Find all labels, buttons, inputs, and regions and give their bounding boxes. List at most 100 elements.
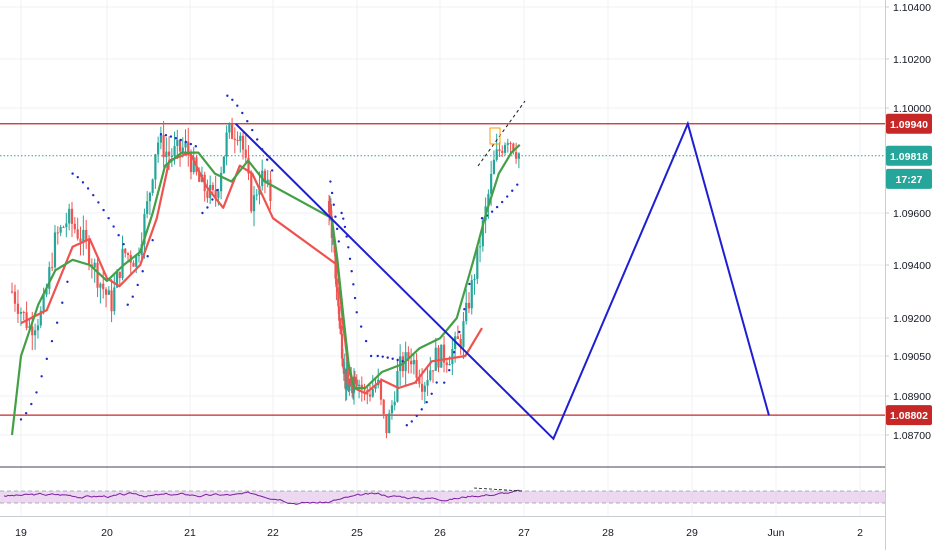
highlight-box — [489, 127, 501, 145]
time-tick-label: 26 — [434, 527, 446, 539]
candle-body — [459, 338, 462, 348]
moving-average-fast — [20, 151, 483, 395]
candle-body — [13, 291, 17, 304]
time-tick-label: 19 — [15, 527, 27, 539]
price-axis-labels: 1.10400 1.10200 1.10000 1.09600 1.09400 1.092… — [885, 2, 931, 442]
sar-dot — [270, 169, 274, 172]
candle-body — [45, 288, 48, 295]
sar-dot — [332, 203, 335, 206]
sar-dot — [141, 270, 144, 273]
candle-body — [506, 143, 509, 145]
candle-body — [385, 414, 388, 434]
candle-body — [65, 223, 68, 228]
sar-dot — [453, 351, 456, 354]
sar-dot — [146, 255, 149, 258]
drawn-zigzag-pattern[interactable] — [234, 100, 770, 441]
sar-dot — [136, 283, 139, 287]
candle-body — [137, 254, 141, 257]
candle-body — [19, 311, 23, 314]
candle-body — [79, 238, 82, 243]
sar-dot — [131, 295, 134, 298]
candle-body — [476, 246, 479, 279]
sar-dot — [265, 158, 269, 161]
candle-body — [512, 143, 515, 153]
candle-body — [250, 173, 253, 212]
sar-dot — [179, 138, 183, 142]
candle-body — [236, 139, 239, 142]
candle-body — [399, 356, 402, 371]
candle-body — [115, 271, 119, 288]
sar-dot — [480, 217, 484, 220]
price-tag-support — [886, 405, 932, 426]
candle-body — [148, 192, 152, 202]
candle-body — [176, 139, 179, 146]
candle-body — [255, 194, 258, 196]
candle-body — [371, 388, 374, 397]
candle-body — [132, 262, 135, 267]
sar-dot — [24, 411, 28, 415]
candle-body — [135, 256, 138, 267]
candle-body — [220, 172, 223, 192]
price-tag-resistance — [886, 113, 932, 134]
candle-body — [368, 394, 372, 397]
sar-dot — [410, 420, 413, 423]
candle-body — [85, 229, 88, 241]
moving-average-slow — [10, 143, 521, 436]
candle-body — [36, 325, 40, 331]
sar-dot — [352, 283, 355, 286]
sar-dot — [107, 216, 110, 220]
sar-dot — [376, 354, 379, 358]
candle-body — [348, 384, 351, 392]
price-tick-label: 1.09050 — [893, 351, 931, 363]
candle-body — [492, 159, 496, 174]
sar-dot — [112, 225, 115, 228]
sar-dot — [347, 246, 350, 249]
candle-body — [517, 153, 520, 159]
price-tick-label: 1.08900 — [893, 391, 931, 403]
candle-body — [440, 344, 443, 368]
sar-dot — [164, 134, 168, 137]
price-tick-label: 1.10400 — [893, 2, 931, 14]
price-tick-label: 1.09200 — [893, 313, 931, 325]
candle-body — [407, 352, 410, 361]
candle-body — [418, 377, 421, 384]
sar-dot — [350, 269, 353, 273]
candle-body — [423, 385, 426, 392]
candle-body — [165, 151, 168, 158]
candle-body — [42, 294, 45, 311]
candle-body — [410, 360, 413, 365]
sar-dot — [425, 400, 428, 404]
sar-dot — [516, 183, 519, 186]
candle-body — [487, 194, 490, 207]
sar-dot — [81, 181, 85, 184]
sar-dot — [396, 358, 399, 362]
candle-body — [503, 144, 507, 153]
candle-body — [82, 229, 85, 243]
candle-body — [437, 347, 440, 368]
candle-body — [339, 325, 343, 334]
sar-dot — [102, 208, 105, 212]
time-tick-label: 27 — [518, 527, 530, 539]
candle-body — [159, 135, 162, 143]
candle-body — [382, 399, 385, 415]
time-tick-label: 2 — [857, 527, 863, 539]
candle-body — [442, 344, 446, 363]
candle-body — [126, 253, 130, 256]
price-tag-last-price — [886, 145, 932, 166]
candle-body — [16, 303, 20, 314]
candle-body — [104, 289, 108, 295]
sar-dot — [381, 355, 384, 358]
candle-body — [420, 383, 424, 392]
sar-dot — [226, 94, 229, 97]
sar-dot — [495, 205, 499, 209]
sar-dot — [45, 357, 48, 361]
candle-body — [87, 240, 91, 265]
candle-body — [10, 291, 14, 293]
candle-body — [151, 179, 154, 193]
sar-dot — [55, 321, 59, 324]
candle-body — [269, 179, 272, 201]
price-tick-label: 1.10000 — [893, 103, 931, 115]
candle-body — [429, 370, 432, 381]
candle-body — [73, 223, 76, 230]
